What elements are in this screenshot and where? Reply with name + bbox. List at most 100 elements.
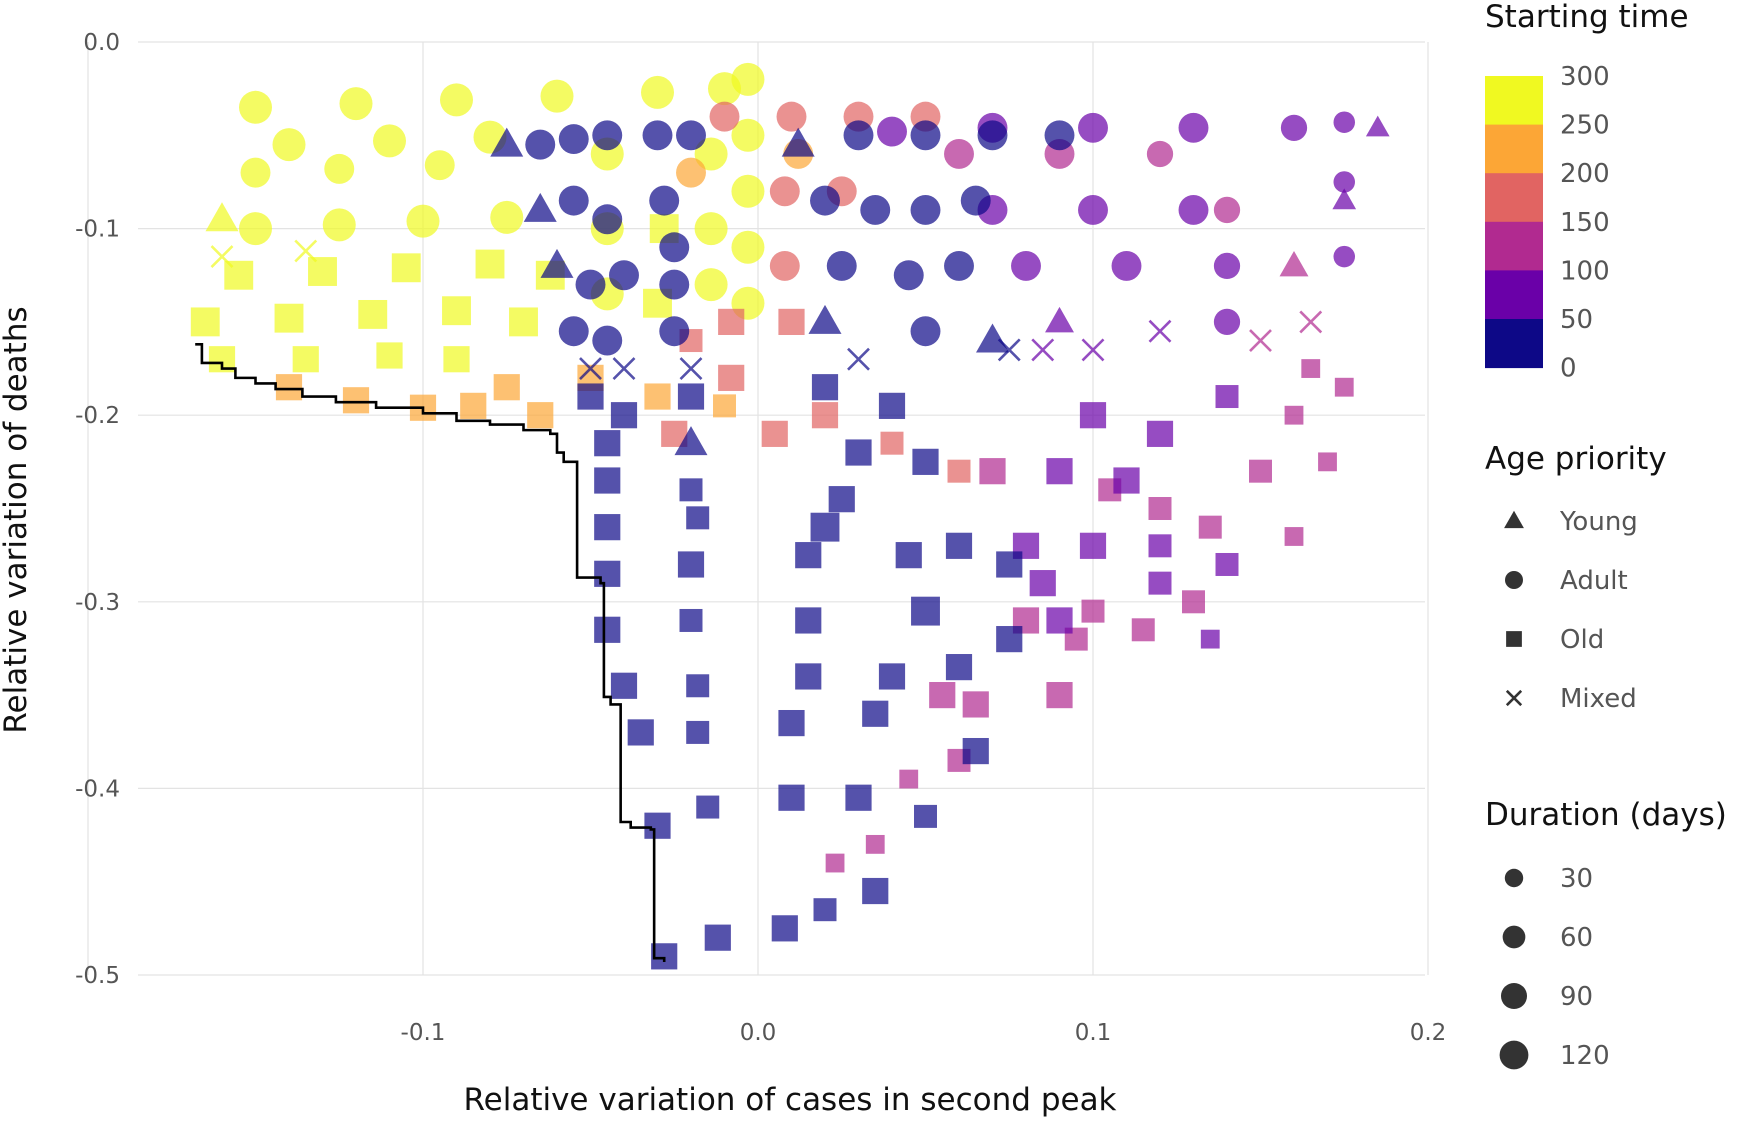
data-point (627, 719, 654, 746)
data-point (1046, 458, 1073, 485)
data-point (776, 101, 807, 132)
data-point (1333, 245, 1356, 268)
data-point (929, 682, 956, 709)
data-point (828, 486, 855, 513)
data-point (642, 120, 673, 151)
data-point (210, 245, 234, 269)
y-tick-label: -0.2 (75, 403, 120, 429)
data-point (778, 709, 805, 737)
data-point (1333, 111, 1356, 133)
data-point (294, 239, 318, 263)
y-tick-label: 0.0 (83, 30, 120, 56)
data-point (769, 176, 800, 207)
data-point (579, 357, 602, 380)
data-point (895, 542, 922, 569)
shape-legend-symbol (1505, 571, 1523, 589)
data-point (878, 392, 906, 419)
data-point (1182, 590, 1205, 614)
data-point (899, 769, 919, 789)
data-point (911, 596, 940, 626)
data-point (944, 138, 974, 169)
data-point (1113, 467, 1140, 494)
data-point (1198, 515, 1222, 539)
data-point (778, 308, 805, 335)
data-point (610, 672, 638, 699)
colorbar-label: 200 (1560, 159, 1610, 189)
data-point (651, 943, 678, 970)
data-point (1333, 171, 1356, 193)
y-tick-label: -0.1 (75, 217, 120, 243)
data-point (686, 674, 710, 698)
data-point (292, 346, 319, 373)
data-point (825, 853, 845, 873)
data-point (1280, 114, 1308, 141)
data-point (1279, 250, 1309, 277)
data-point (1046, 682, 1073, 709)
size-legend-label: 120 (1560, 1041, 1610, 1071)
data-point (424, 150, 455, 181)
data-point (910, 194, 941, 225)
colorbar-band (1485, 124, 1543, 174)
size-legend-label: 30 (1560, 864, 1593, 894)
data-point (1213, 252, 1241, 280)
data-point (612, 357, 636, 380)
data-point (694, 137, 728, 171)
series-group (825, 138, 1354, 873)
data-point (694, 212, 728, 246)
size-legend-symbol (1500, 982, 1528, 1010)
data-point (761, 420, 788, 447)
legend: Starting time 300 250 200 150 100 50 0 Age prior… (1485, 0, 1727, 1071)
data-point (795, 663, 822, 690)
data-point (960, 185, 991, 216)
data-point (676, 120, 706, 151)
data-point (979, 458, 1006, 485)
data-point (238, 90, 273, 124)
data-point (525, 129, 556, 160)
colorbar-label: 100 (1560, 256, 1610, 286)
data-point (1249, 329, 1272, 352)
data-point (731, 230, 765, 264)
data-point (523, 192, 557, 222)
colorbar-band (1485, 270, 1543, 320)
data-point (1081, 599, 1105, 623)
data-point (945, 654, 973, 681)
data-point (592, 120, 623, 151)
data-point (1299, 310, 1323, 334)
data-point (558, 316, 589, 347)
data-point (540, 248, 574, 278)
data-point (1249, 459, 1272, 483)
x-tick-label: 0.1 (1075, 1020, 1112, 1046)
data-point (1148, 497, 1172, 520)
shape-legend-symbol (1505, 689, 1523, 707)
data-point (731, 118, 765, 152)
data-point (443, 346, 470, 373)
data-point (910, 316, 941, 347)
data-point (1148, 319, 1172, 343)
data-point (865, 834, 885, 854)
data-point (810, 512, 840, 542)
shape-legend-symbol (1504, 510, 1524, 529)
data-point (1178, 194, 1209, 225)
data-point (1284, 527, 1304, 546)
data-point (339, 87, 373, 121)
data-point (962, 737, 989, 765)
data-point (610, 402, 638, 429)
data-point (811, 374, 839, 401)
data-point (1200, 629, 1220, 649)
data-point (709, 101, 740, 132)
data-point (1365, 115, 1390, 137)
data-point (1078, 112, 1108, 143)
data-point (694, 268, 728, 302)
data-point (704, 924, 731, 951)
shape-legend-symbol (1506, 631, 1522, 647)
data-point (272, 128, 306, 162)
data-point (862, 700, 889, 727)
colorbar-band (1485, 76, 1543, 126)
pareto-front-line (195, 342, 666, 962)
y-tick-label: -0.5 (75, 963, 120, 989)
data-point (509, 307, 538, 337)
data-point (878, 663, 906, 690)
pareto-front-layer (195, 342, 666, 962)
data-point (813, 898, 837, 922)
x-tick-label: 0.2 (1410, 1020, 1447, 1046)
